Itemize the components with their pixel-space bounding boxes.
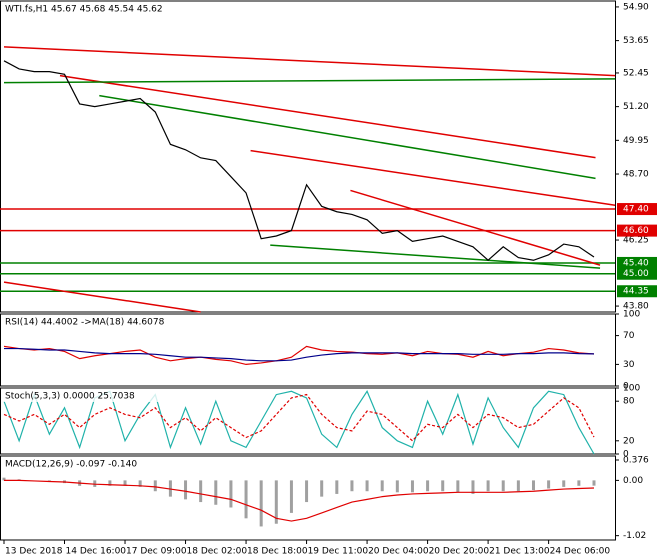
series-line [3,60,595,262]
histogram-bar [531,480,535,491]
histogram-bar [335,480,339,494]
title-bg [2,458,164,470]
histogram-bar [229,480,233,508]
panel-title: MACD(12,26,9) -0.097 -0.140 [5,460,137,470]
histogram-bar [184,480,188,500]
histogram-bar [138,480,142,487]
x-tick-label: 18 Dec 18:00 [247,547,308,557]
panel-frame [0,455,616,541]
panel-title: Stoch(5,3,3) 0.0000 25.7038 [5,392,135,402]
histogram-bar [426,480,430,492]
histogram-bar [547,480,551,489]
histogram-bar [320,480,324,497]
series-line [4,347,595,362]
y-tick-label: 0.00 [623,476,643,486]
level-label: 45.00 [623,269,649,279]
level-label: 44.35 [623,287,649,297]
histogram-bar [410,480,414,493]
x-tick-label: 14 Dec 16:00 [66,547,127,557]
histogram-bar [108,480,112,486]
level-label: 47.40 [623,205,649,215]
trend-line [3,78,616,84]
histogram-bar [274,480,278,524]
panel-title: RSI(14) 44.4002 ->MA(18) 44.6078 [5,318,165,328]
y-tick-label: 53.65 [623,36,649,46]
series-line [3,345,595,366]
histogram-bar [2,477,6,481]
level-label: 46.60 [623,226,649,236]
trend-line [250,149,616,207]
x-tick-label: 20 Dec 04:00 [368,547,429,557]
histogram-bar [501,480,505,492]
histogram-bar [244,480,248,519]
histogram-bar [199,480,203,503]
histogram-bar [486,480,490,492]
series-line [3,393,595,442]
y-tick-label: 20 [623,436,635,446]
histogram-bar [456,480,460,493]
y-tick-label: 48.70 [623,170,649,180]
x-tick-label: 18 Dec 02:00 [187,547,248,557]
y-tick-label: 0 [623,450,629,460]
histogram-bar [153,480,157,492]
trend-line [3,46,616,77]
histogram-bar [123,480,127,486]
series-line [4,479,595,522]
histogram-bar [365,480,369,492]
histogram-bar [592,480,596,486]
x-tick-label: 17 Dec 09:00 [126,547,187,557]
histogram-bar [577,480,581,486]
x-tick-label: 24 Dec 06:00 [550,547,611,557]
trend-line [270,244,601,269]
histogram-bar [380,480,384,492]
histogram-bar [350,480,354,492]
y-tick-label: 51.20 [623,102,649,112]
title-bg [2,316,194,328]
histogram-bar [441,480,445,492]
panel-frame [0,313,616,387]
y-tick-label: 43.80 [623,302,649,312]
histogram-bar [562,480,566,487]
y-tick-label: 49.95 [623,136,649,146]
y-tick-label: 46.25 [623,236,649,246]
title-bg [2,3,206,15]
x-tick-label: 20 Dec 20:00 [429,547,490,557]
histogram-bar [395,480,399,493]
panel-title: WTI.fs,H1 45.67 45.68 45.54 45.62 [5,5,163,15]
panel-frame [0,387,616,455]
histogram-bar [305,480,309,503]
y-tick-label: 0.376 [623,456,649,466]
level-tag [617,267,657,280]
level-label: 45.40 [623,258,649,268]
y-tick-label: 30 [623,360,635,370]
trend-line [99,94,596,180]
level-tag [617,224,657,237]
histogram-bar [289,480,293,513]
panel-frame [0,0,616,313]
x-tick-label: 21 Dec 13:00 [489,547,550,557]
y-tick-label: 52.45 [623,68,649,78]
level-tag [617,285,657,298]
y-tick-label: 100 [623,384,640,394]
y-tick-label: 80 [623,397,635,407]
y-tick-label: -1.02 [623,531,646,541]
y-tick-label: 70 [623,331,635,341]
y-tick-label: 100 [623,310,640,320]
level-tag [617,203,657,216]
histogram-bar [259,480,263,527]
trend-line [59,74,596,159]
title-bg [2,390,164,402]
level-tag [617,256,657,269]
y-tick-label: 0 [623,382,629,392]
histogram-bar [516,480,520,492]
x-tick-label: 19 Dec 11:00 [308,547,369,557]
histogram-bar [214,480,218,505]
trend-line [350,189,601,266]
x-tick-label: 13 Dec 2018 [5,547,63,557]
histogram-bar [471,480,475,494]
y-tick-label: 54.90 [623,2,649,12]
trend-line [3,281,201,313]
